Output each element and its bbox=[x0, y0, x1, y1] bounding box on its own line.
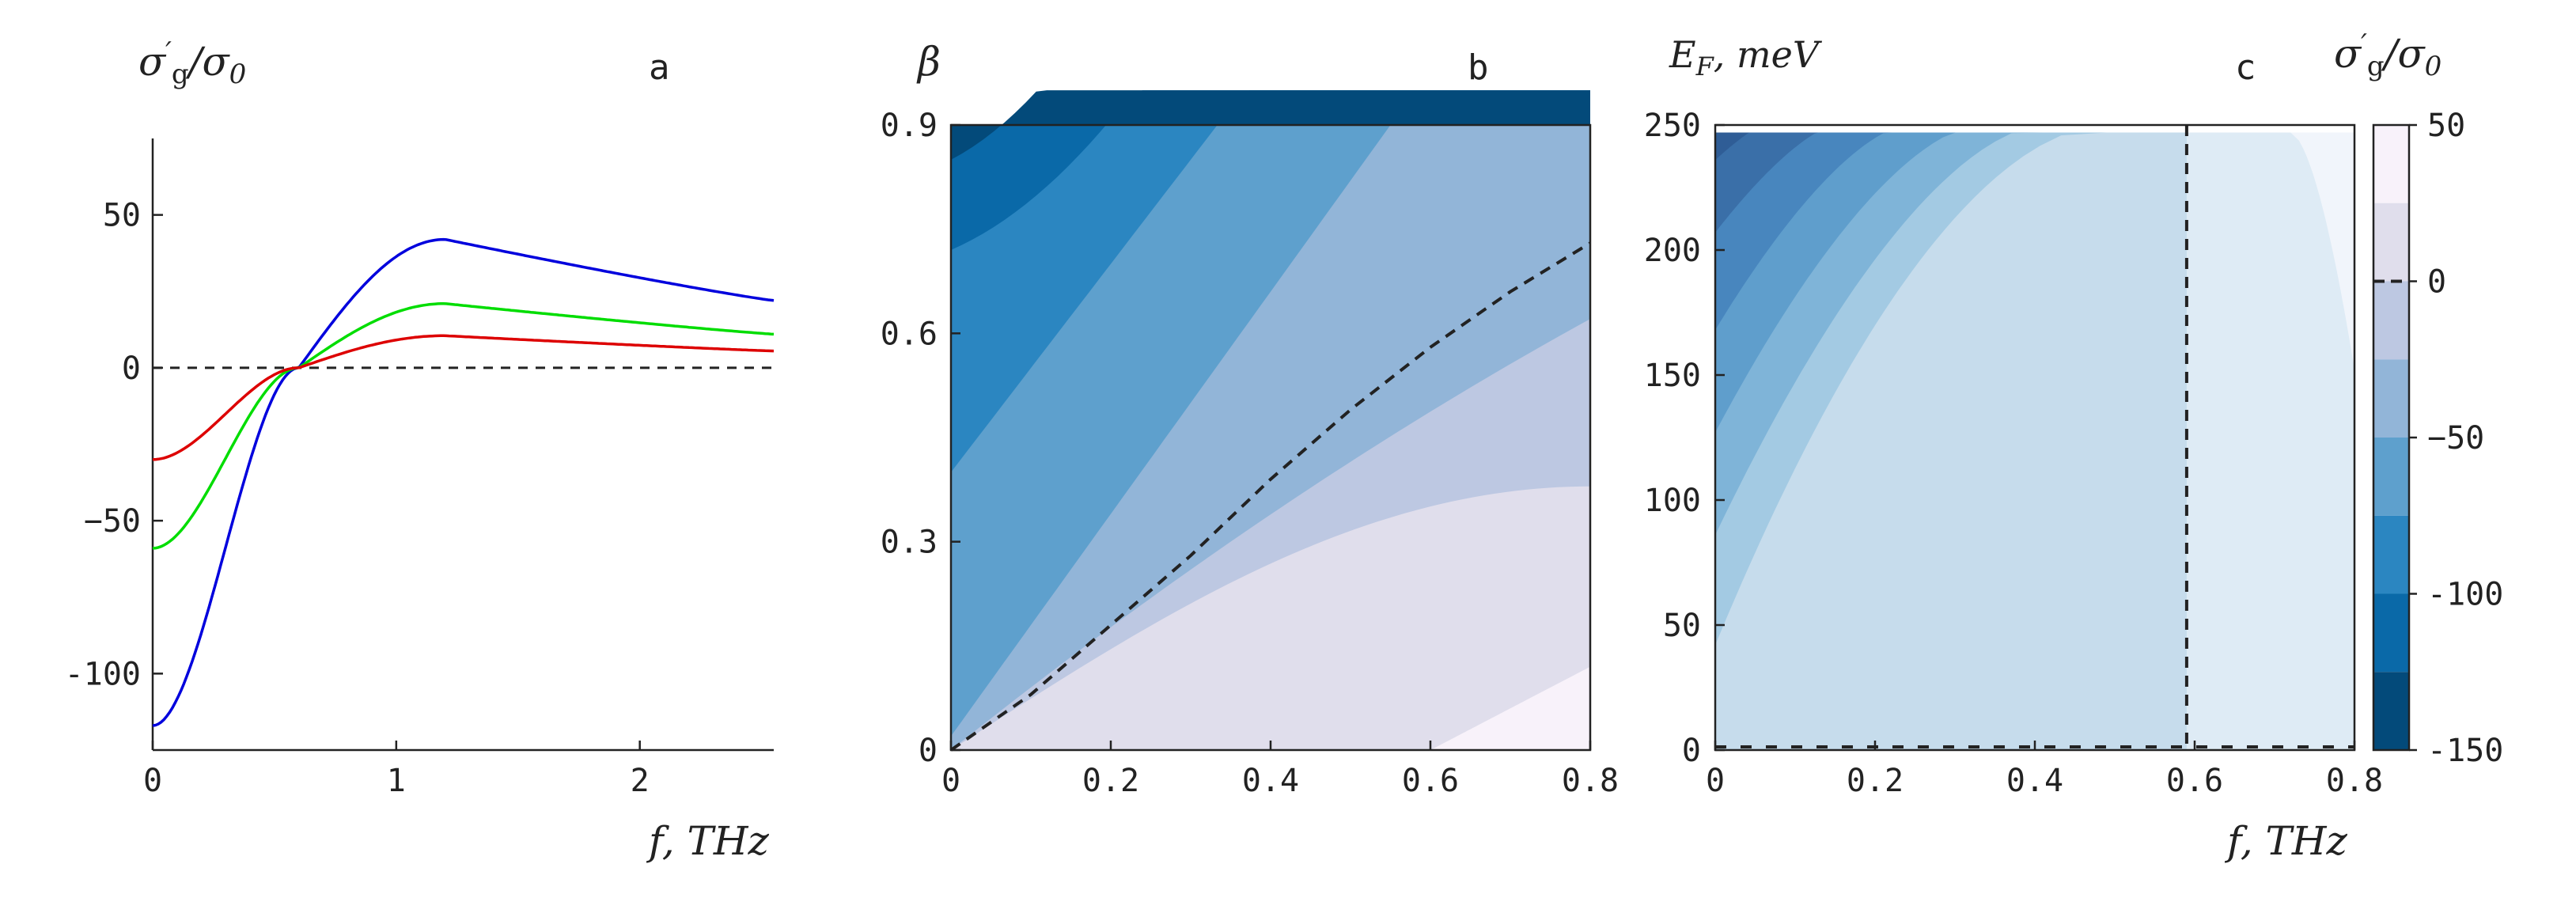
x-tick-label: 0.6 bbox=[1402, 763, 1459, 799]
y-tick-label: 0 bbox=[919, 733, 938, 769]
x-tick-label: 1 bbox=[387, 763, 406, 799]
panel-a-ticks: 0 1 2 50 0 −50 -100 bbox=[65, 198, 650, 799]
panel-b-contour-bands bbox=[951, 90, 1590, 751]
colorbar-tick-label: -150 bbox=[2427, 733, 2503, 769]
contour-band bbox=[1715, 132, 1763, 161]
colorbar-tick-label: -100 bbox=[2427, 577, 2503, 613]
colorbar-tick-label: −50 bbox=[2427, 420, 2484, 457]
y-tick-label: -100 bbox=[65, 656, 141, 692]
panel-b: β b 0 0.2 0.4 0.6 0.8 0 0.3 0.6 0.9 bbox=[881, 39, 1619, 799]
y-tick-label: 200 bbox=[1644, 233, 1701, 269]
series-line-green bbox=[152, 301, 775, 550]
panel-a: σ′g/σ0 a 0 1 2 50 0 −50 -100 f, THz bbox=[65, 36, 775, 864]
x-tick-label: 0.8 bbox=[1562, 763, 1619, 799]
contour-band bbox=[1715, 132, 1835, 233]
contour-band bbox=[951, 90, 1590, 751]
panel-c-xlabel: f, THz bbox=[2224, 818, 2347, 864]
colorbar-level bbox=[2373, 281, 2409, 360]
x-tick-label: 0 bbox=[941, 763, 960, 799]
contour-band bbox=[1715, 132, 1907, 331]
colorbar-level bbox=[2373, 593, 2409, 673]
colorbar-level bbox=[2373, 203, 2409, 282]
colorbar-level bbox=[2373, 515, 2409, 594]
panel-c-ylabel: EF, meV bbox=[1669, 33, 1823, 81]
panel-a-label: a bbox=[649, 47, 670, 88]
series-line-blue bbox=[152, 237, 775, 727]
y-tick-label: 50 bbox=[1663, 608, 1701, 644]
colorbar-levels bbox=[2373, 125, 2409, 750]
x-tick-label: 0.4 bbox=[1242, 763, 1299, 799]
contour-band bbox=[951, 90, 1590, 751]
x-tick-label: 0.4 bbox=[2006, 763, 2063, 799]
panel-b-zero-contour bbox=[949, 241, 1592, 752]
y-tick-label: 100 bbox=[1644, 483, 1701, 519]
panel-a-ylabel: σ′g/σ0 bbox=[138, 36, 246, 90]
colorbar-level bbox=[2373, 672, 2409, 750]
x-tick-label: 0.2 bbox=[1082, 763, 1139, 799]
colorbar-label: σ′g/σ0 bbox=[2334, 28, 2442, 82]
y-tick-label: 250 bbox=[1644, 108, 1701, 144]
panel-b-label: b bbox=[1468, 47, 1489, 88]
panel-a-xlabel: f, THz bbox=[646, 818, 769, 864]
panel-c: EF, meV c 0 0.2 0.4 0.6 0.8 0 50 100 150 200 250 f… bbox=[1644, 33, 2383, 864]
y-tick-label: 0.6 bbox=[881, 316, 938, 352]
panel-b-ticks: 0 0.2 0.4 0.6 0.8 0 0.3 0.6 0.9 bbox=[881, 108, 1619, 799]
colorbar-level bbox=[2373, 125, 2409, 203]
x-tick-label: 0.2 bbox=[1847, 763, 1904, 799]
colorbar-tick-label: 50 bbox=[2427, 108, 2465, 144]
y-tick-label: 0 bbox=[122, 350, 141, 387]
x-tick-label: 0.6 bbox=[2166, 763, 2223, 799]
series-line-red bbox=[152, 334, 775, 461]
colorbar-tick-label: 0 bbox=[2427, 264, 2446, 301]
panel-c-contour-bands bbox=[1715, 132, 2354, 751]
x-tick-label: 0 bbox=[1706, 763, 1725, 799]
colorbar-ticks: 50 0 −50 -100 -150 bbox=[2409, 108, 2503, 769]
y-tick-label: 0 bbox=[1682, 733, 1701, 769]
x-tick-label: 0 bbox=[143, 763, 162, 799]
panel-c-ticks: 0 0.2 0.4 0.6 0.8 0 50 100 150 200 250 bbox=[1644, 108, 2383, 799]
y-tick-label: 0.3 bbox=[881, 525, 938, 561]
x-tick-label: 0.8 bbox=[2326, 763, 2383, 799]
y-tick-label: −50 bbox=[84, 503, 141, 540]
colorbar-level bbox=[2373, 359, 2409, 438]
x-tick-label: 2 bbox=[631, 763, 650, 799]
colorbar-level bbox=[2373, 438, 2409, 516]
y-tick-label: 50 bbox=[103, 198, 141, 234]
y-tick-label: 150 bbox=[1644, 358, 1701, 394]
panel-b-ylabel: β bbox=[916, 39, 941, 85]
panel-c-label: c bbox=[2235, 47, 2256, 88]
y-tick-label: 0.9 bbox=[881, 108, 938, 144]
contour-band bbox=[2290, 132, 2354, 370]
colorbar: σ′g/σ0 50 0 −50 -100 -150 bbox=[2334, 28, 2503, 769]
